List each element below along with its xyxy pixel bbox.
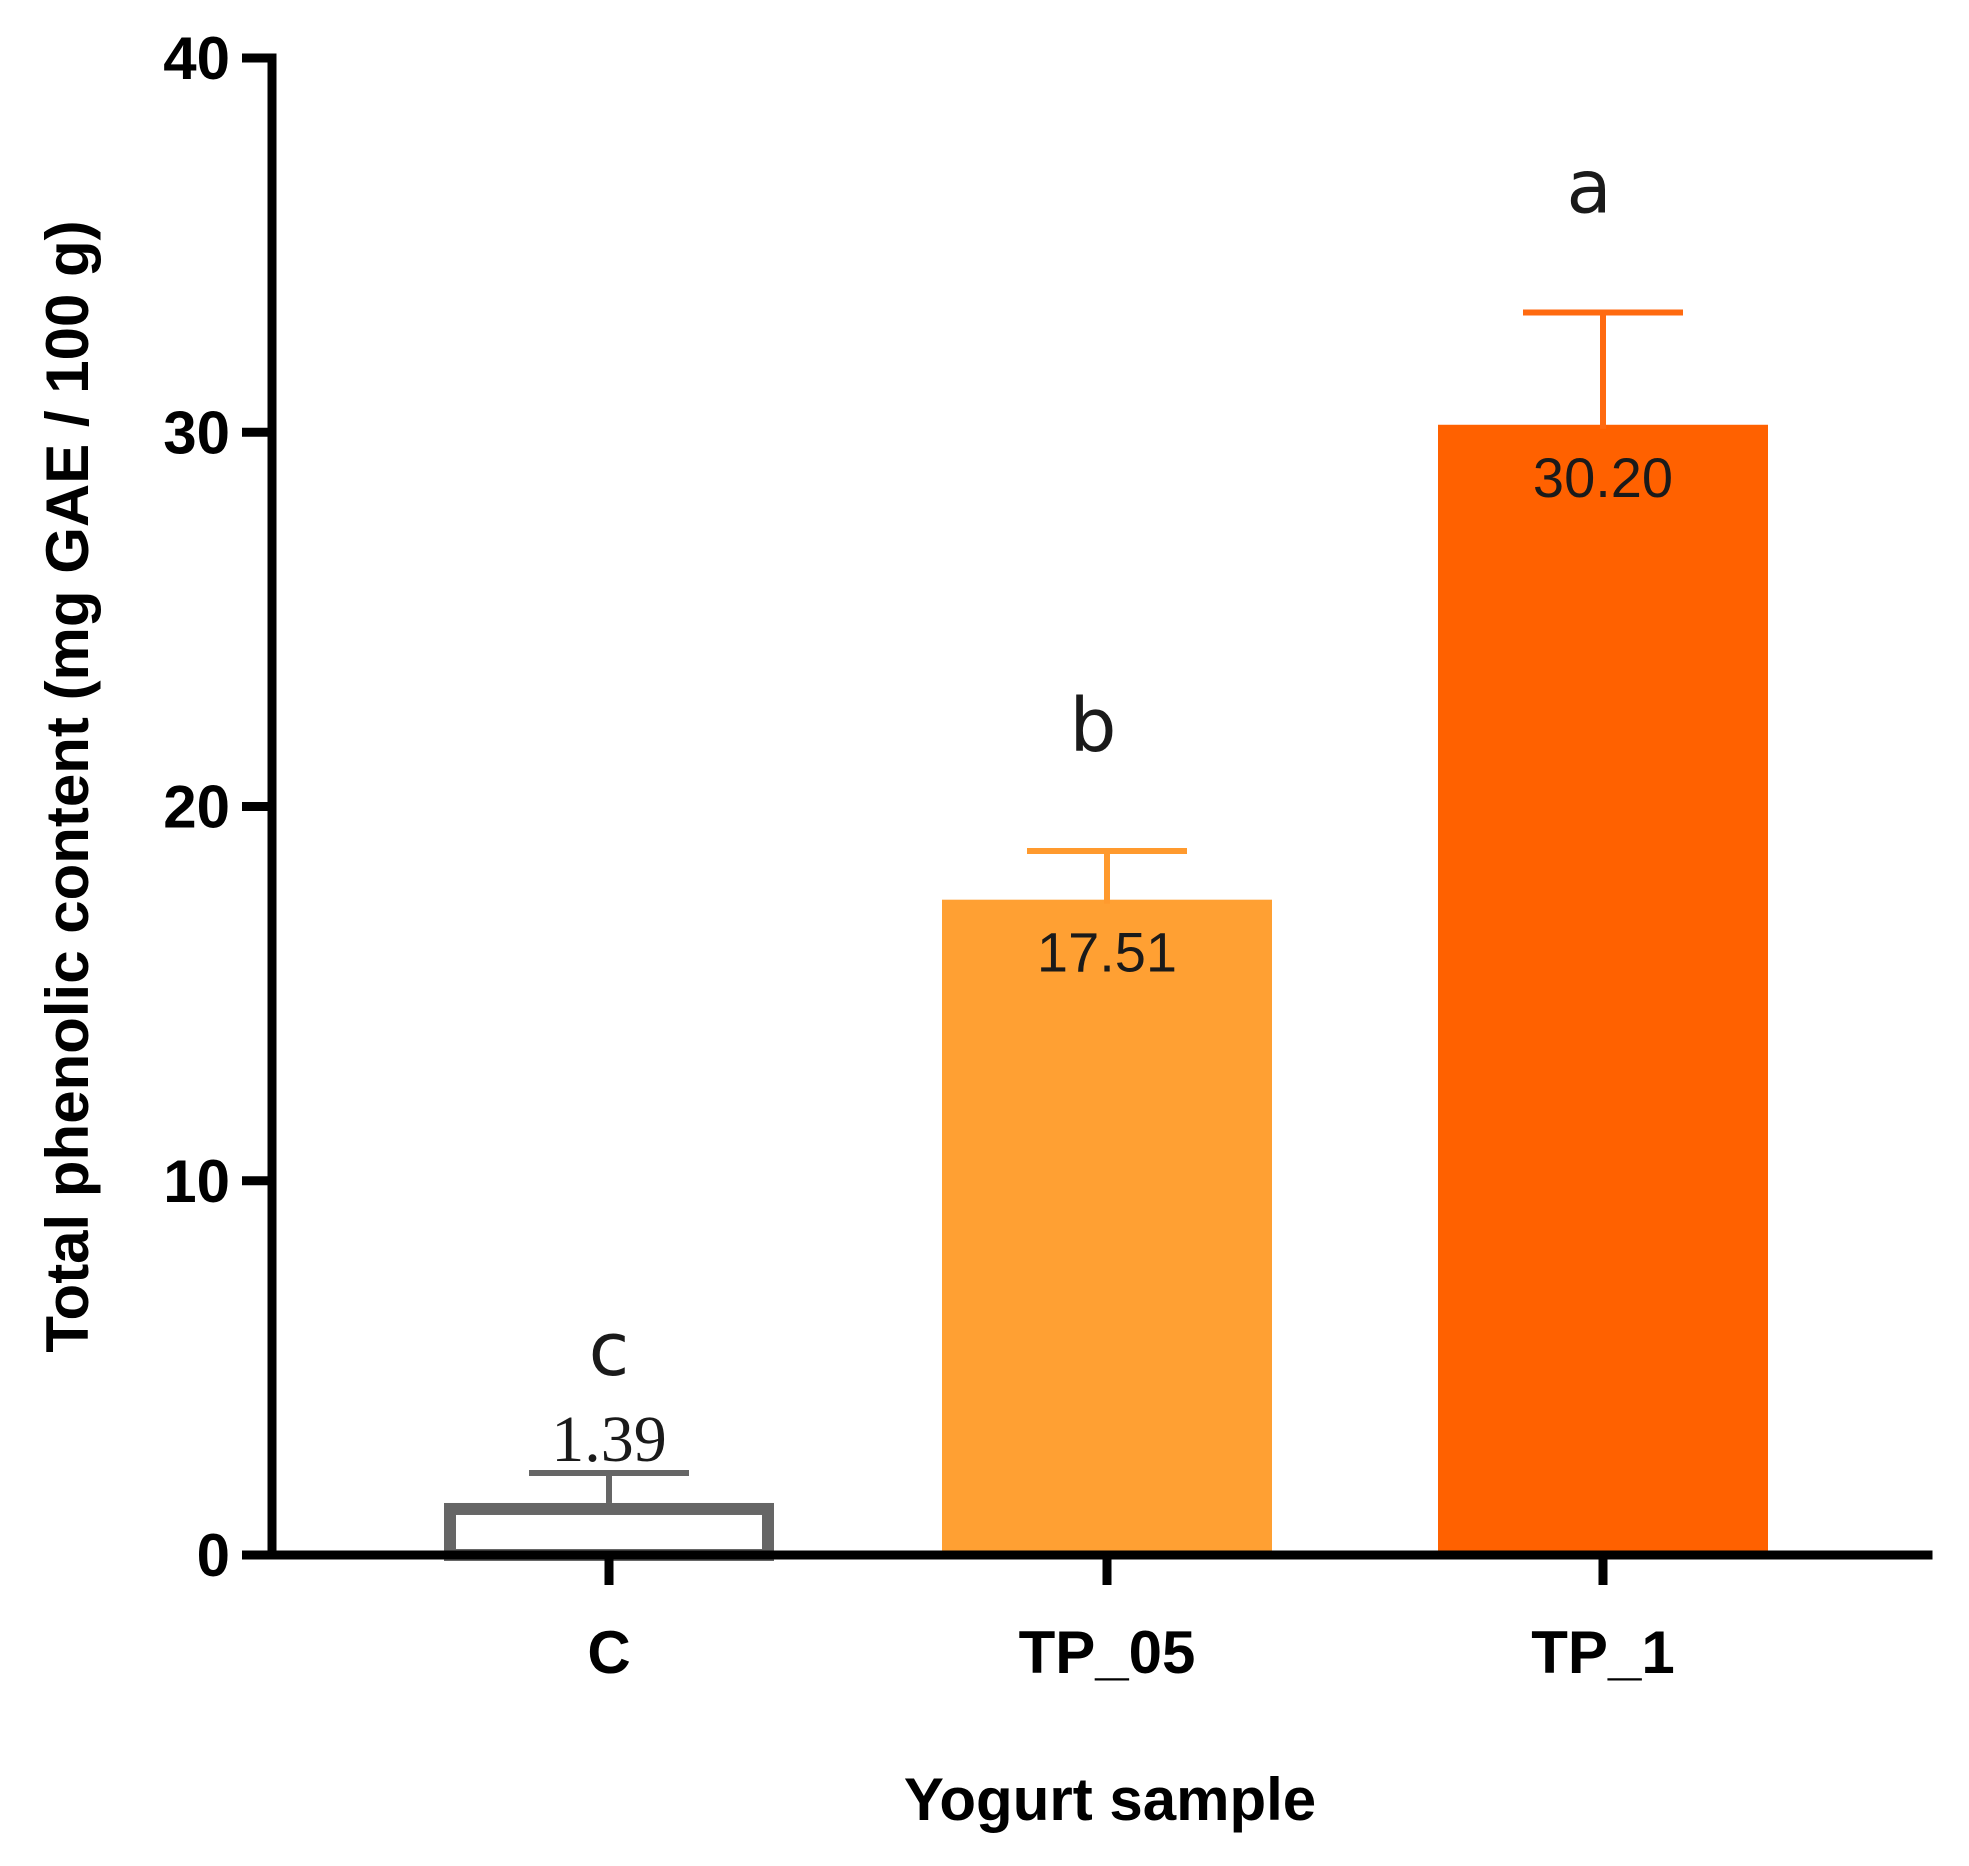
data-label: 17.51 bbox=[1037, 921, 1177, 984]
y-tick-label: 40 bbox=[163, 25, 230, 92]
significance-letter: b bbox=[1070, 683, 1117, 769]
y-tick-label: 30 bbox=[163, 399, 230, 466]
y-tick-label: 0 bbox=[197, 1522, 230, 1589]
ticks-layer: 0 10 20 30 40 C TP_05 TP_1 bbox=[163, 25, 1674, 1686]
x-tick-label: C bbox=[587, 1619, 630, 1686]
data-label: 1.39 bbox=[551, 1403, 667, 1476]
bar-tp-1 bbox=[1438, 424, 1768, 1555]
bars-layer bbox=[444, 424, 1768, 1561]
y-tick-label: 10 bbox=[163, 1148, 230, 1215]
significance-letter: a bbox=[1566, 144, 1611, 230]
value-labels-layer: 1.39 c 17.51 b 30.20 a bbox=[551, 144, 1673, 1476]
bar-tp-05 bbox=[942, 899, 1272, 1555]
x-tick-label: TP_05 bbox=[1019, 1619, 1196, 1686]
significance-letter: c bbox=[589, 1307, 630, 1393]
x-tick-label: TP_1 bbox=[1531, 1619, 1674, 1686]
y-axis-title: Total phenolic content (mg GAE / 100 g) bbox=[34, 220, 101, 1352]
data-label: 30.20 bbox=[1533, 446, 1673, 509]
error-bars-layer bbox=[529, 309, 1683, 1503]
bar-c bbox=[444, 1502, 774, 1561]
x-axis-title: Yogurt sample bbox=[904, 1766, 1316, 1833]
y-tick-label: 20 bbox=[163, 774, 230, 841]
